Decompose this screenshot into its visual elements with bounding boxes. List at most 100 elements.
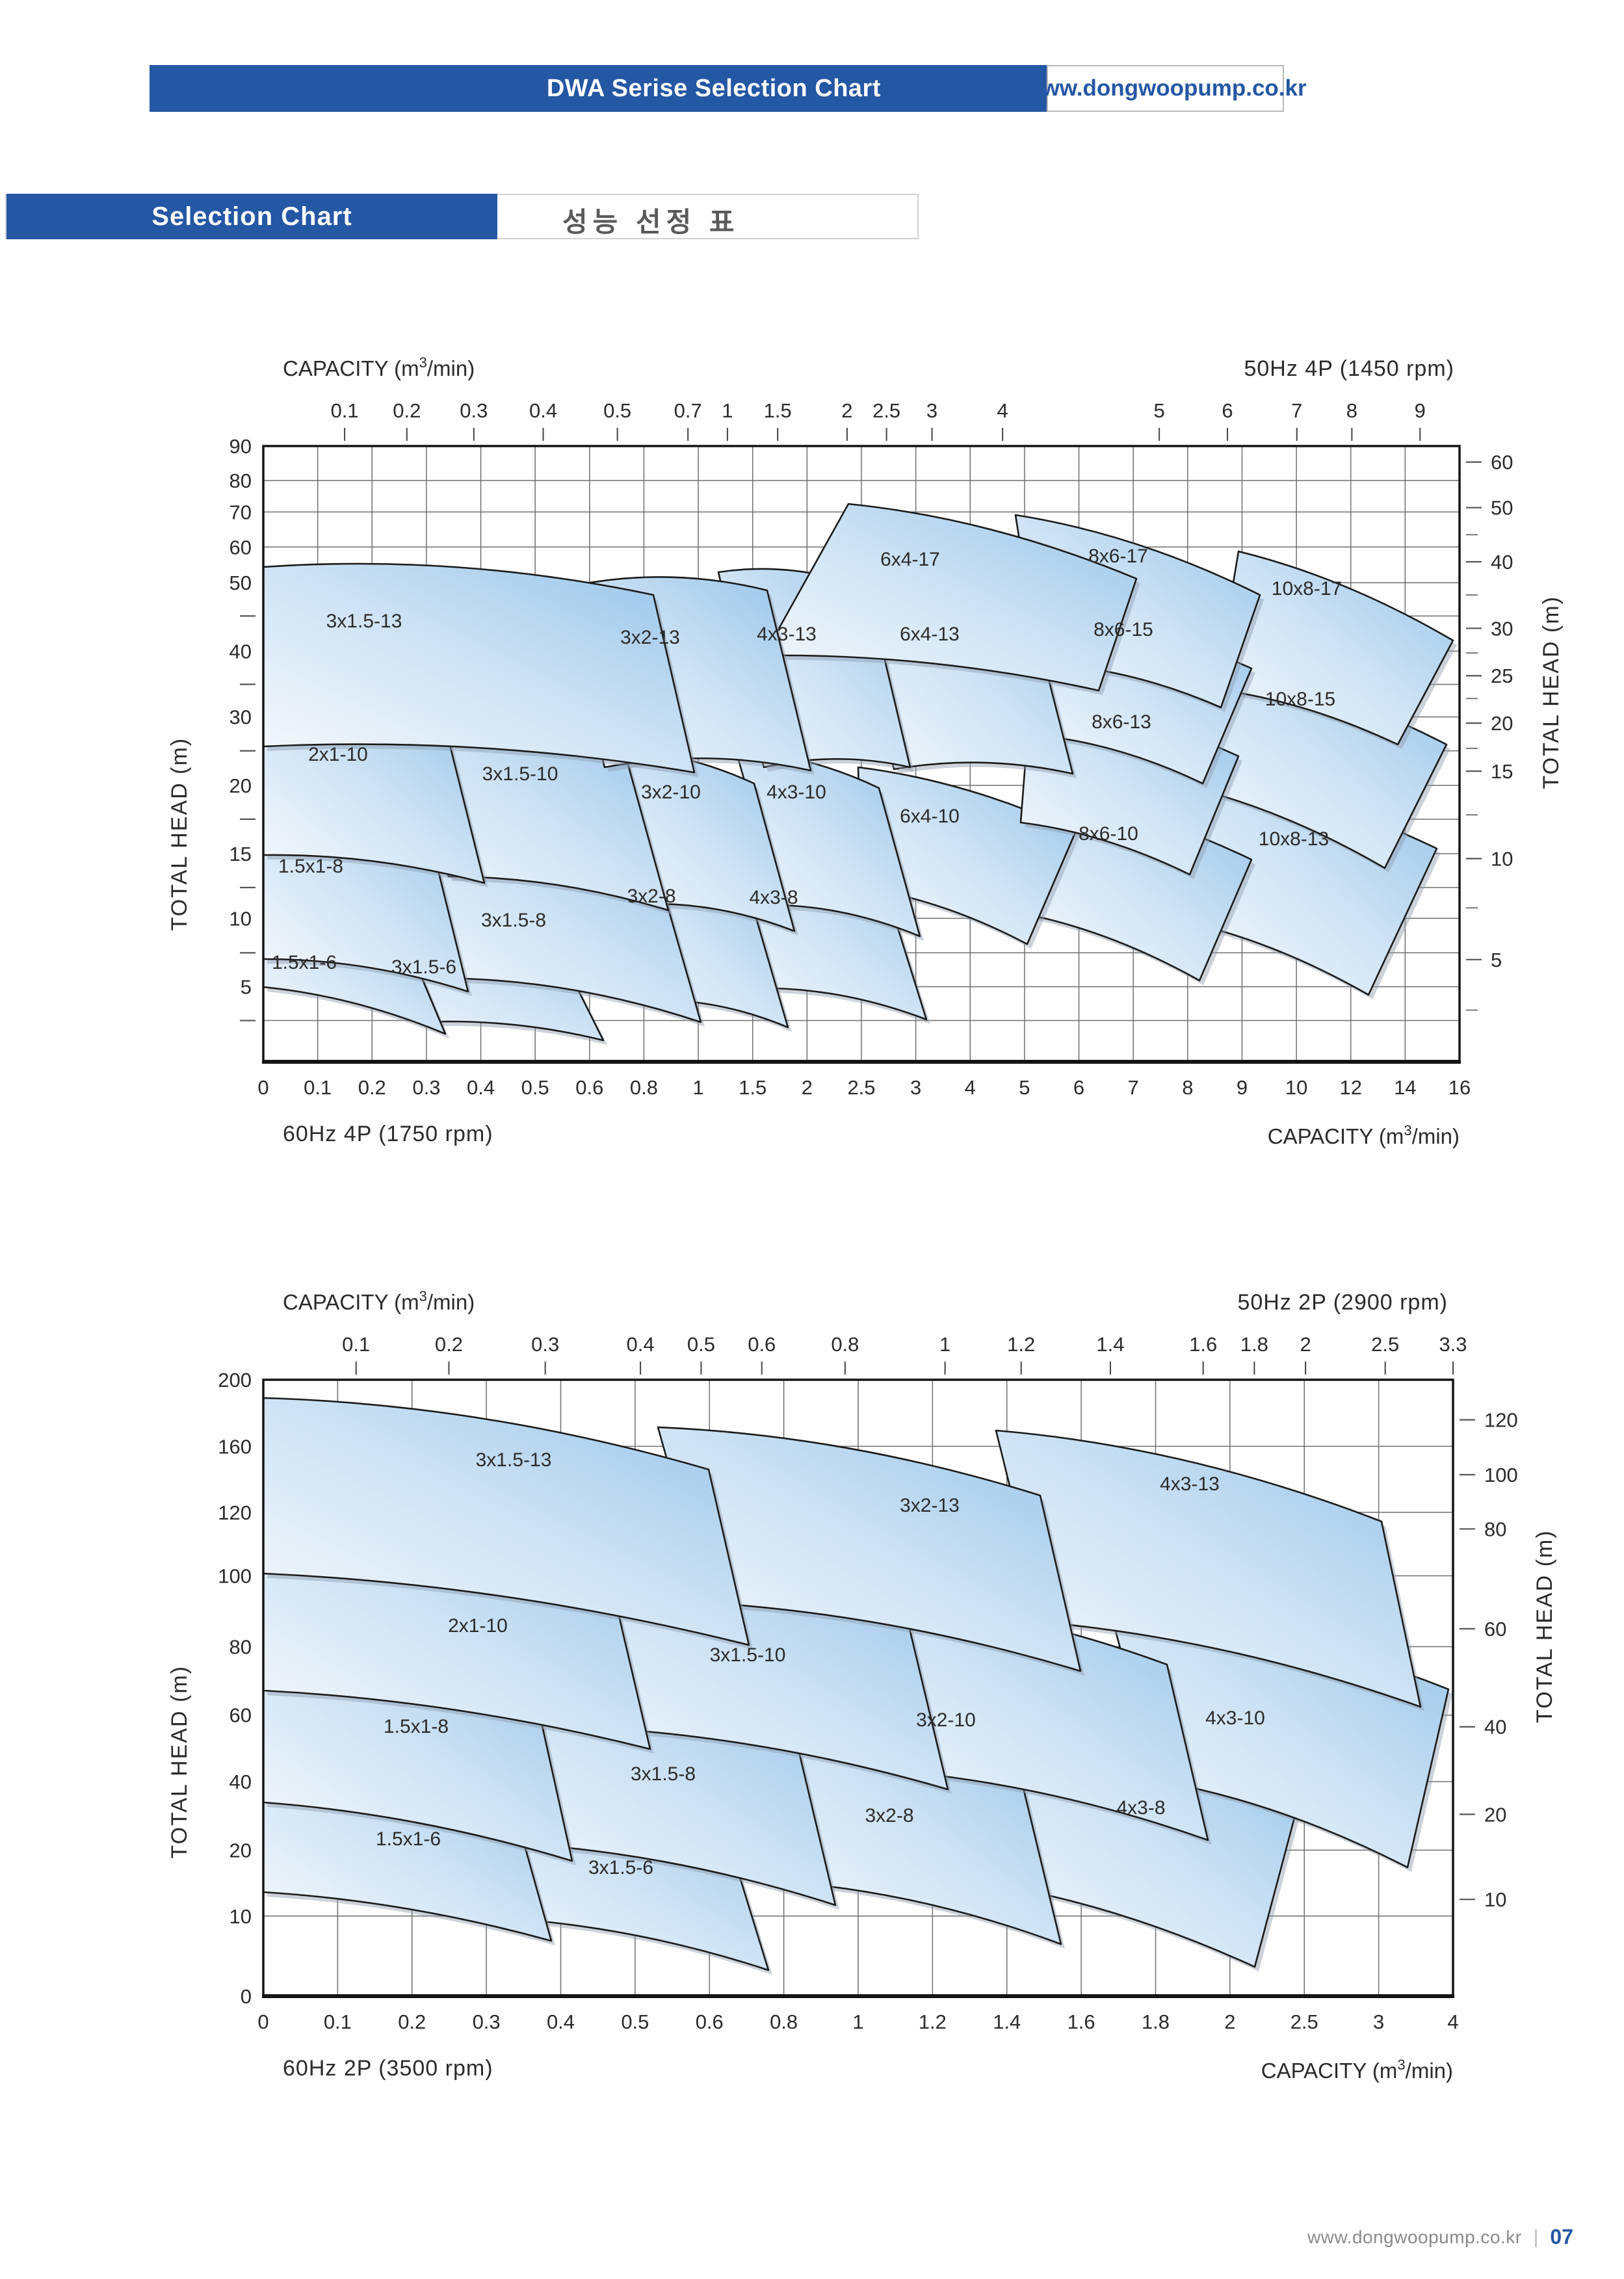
bottom-axis-tick: 1.2 <box>919 2010 947 2033</box>
pump-region-label: 4x3-10 <box>1205 1707 1265 1729</box>
pump-region-label: 4x3-8 <box>749 887 798 908</box>
top-axis-tick: 0.1 <box>331 399 359 422</box>
pump-region-label: 3x1.5-13 <box>476 1449 552 1471</box>
pump-region-label: 3x2-8 <box>865 1805 913 1826</box>
top-axis-tick: 1.5 <box>764 399 792 422</box>
right-axis-tick: 60 <box>1491 451 1513 474</box>
pump-region-label: 3x1.5-8 <box>631 1763 696 1785</box>
left-axis-tick: 200 <box>218 1369 252 1391</box>
left-axis-tick: 60 <box>229 536 252 559</box>
right-axis-tick: 25 <box>1491 665 1513 687</box>
left-axis-tick: 80 <box>229 469 252 492</box>
bottom-axis-tick: 0 <box>257 2010 268 2033</box>
bottom-axis-tick: 9 <box>1237 1076 1248 1099</box>
right-axis-title: TOTAL HEAD (m) <box>1539 596 1564 789</box>
top-axis-tick: 5 <box>1154 399 1165 422</box>
bottom-axis-tick: 14 <box>1394 1076 1416 1099</box>
bottom-axis-tick: 0.2 <box>398 2010 426 2033</box>
top-axis-tick: 0.3 <box>531 1333 559 1356</box>
top-axis-tick: 0.4 <box>529 399 557 422</box>
top-axis-tick: 3.3 <box>1439 1333 1467 1356</box>
pump-region-label: 3x1.5-8 <box>481 910 546 931</box>
capacity-title-bottom: CAPACITY (m3/min) <box>1268 1122 1460 1148</box>
bottom-axis-tick: 10 <box>1285 1076 1307 1099</box>
pump-region-4x3-13 <box>995 1429 1422 1708</box>
bottom-axis-tick: 0.6 <box>696 2010 724 2033</box>
capacity-title-top: CAPACITY (m3/min) <box>283 354 475 380</box>
bottom-axis-tick: 3 <box>910 1076 921 1099</box>
left-axis-tick: 70 <box>229 501 252 523</box>
bottom-axis-tick: 2 <box>1224 2010 1235 2033</box>
top-axis-tick: 4 <box>997 399 1008 422</box>
top-axis-tick: 7 <box>1291 399 1302 422</box>
section-title: Selection Chart <box>151 202 352 231</box>
left-axis-tick: 80 <box>229 1635 252 1658</box>
footer-page-number: 07 <box>1550 2225 1573 2248</box>
right-axis-tick: 40 <box>1491 551 1513 573</box>
bottom-axis-tick: 0.3 <box>473 2010 501 2033</box>
top-axis-tick: 0.3 <box>460 399 488 422</box>
left-axis-title: TOTAL HEAD (m) <box>167 737 192 931</box>
pump-region-label: 8x6-17 <box>1088 546 1148 567</box>
pump-region-label: 8x6-13 <box>1092 711 1151 733</box>
footer: www.dongwoopump.co.kr | 07 <box>1307 2225 1573 2249</box>
top-axis-tick: 0.2 <box>435 1333 463 1356</box>
bottom-axis-tick: 2.5 <box>1290 2010 1318 2033</box>
top-axis-tick: 0.5 <box>603 399 631 422</box>
top-axis-tick: 1.8 <box>1240 1333 1268 1356</box>
left-axis-tick: 120 <box>218 1501 252 1524</box>
bottom-axis-tick: 0.8 <box>770 2010 798 2033</box>
top-axis-tick: 9 <box>1415 399 1426 422</box>
pump-region-label: 4x3-8 <box>1116 1797 1165 1819</box>
footer-divider: | <box>1533 2226 1539 2248</box>
pump-region-3x2-13 <box>657 1426 1082 1672</box>
top-axis-tick: 0.2 <box>393 399 421 422</box>
left-axis-tick: 20 <box>229 774 252 797</box>
section-title-korean: 성능 선정 표 <box>562 207 740 237</box>
header-website-box: www.dongwoopump.co.kr <box>1024 65 1307 112</box>
top-axis-tick: 1.6 <box>1189 1333 1217 1356</box>
left-axis-tick: 15 <box>229 843 252 865</box>
top-axis-tick: 0.8 <box>831 1333 859 1356</box>
bottom-axis-tick: 1 <box>692 1076 703 1099</box>
pump-region-label: 3x2-13 <box>900 1495 960 1516</box>
bottom-axis-tick: 0.1 <box>304 1076 332 1099</box>
right-axis-tick: 15 <box>1491 760 1513 783</box>
regions-layer: 10x8-13 8x6-10 4x3-8 10x8-15 6x4-10 3x2-8 3x1.… <box>263 503 1457 1045</box>
top-axis-tick: 1 <box>722 399 733 422</box>
left-axis-tick: 160 <box>218 1435 252 1458</box>
bottom-axis-tick: 1.4 <box>993 2010 1021 2033</box>
left-axis-tick: 10 <box>229 907 252 930</box>
pump-region-label: 6x4-13 <box>900 624 960 645</box>
capacity-title-top: CAPACITY (m3/min) <box>283 1288 475 1314</box>
right-axis-tick: 10 <box>1491 847 1513 870</box>
section-title-box: Selection Chart <box>7 194 497 239</box>
bottom-axis-tick: 0 <box>257 1076 268 1099</box>
pump-region-label: 8x6-10 <box>1079 823 1138 845</box>
pump-region-label: 4x3-13 <box>757 624 817 645</box>
top-axis-tick: 2.5 <box>872 399 900 422</box>
bottom-axis-tick: 1 <box>852 2010 863 2033</box>
bottom-axis-tick: 0.5 <box>621 2010 649 2033</box>
pump-region-label: 3x1.5-10 <box>710 1644 786 1666</box>
top-axis-tick: 8 <box>1346 399 1357 422</box>
top-axis-tick: 6 <box>1222 399 1233 422</box>
pump-region-label: 1.5x1-8 <box>278 856 343 877</box>
left-axis-tick: 0 <box>241 1985 252 2008</box>
bottom-axis-tick: 16 <box>1448 1076 1471 1099</box>
bottom-axis-tick: 1.5 <box>739 1076 766 1099</box>
bottom-axis-tick: 4 <box>1447 2010 1458 2033</box>
freq-label-bottom: 60Hz 2P (3500 rpm) <box>283 2056 493 2081</box>
pump-region-label: 2x1-10 <box>308 744 368 765</box>
bottom-axis-tick: 0.1 <box>324 2010 352 2033</box>
right-axis-tick: 5 <box>1491 949 1502 971</box>
bottom-axis-tick: 2 <box>802 1076 813 1099</box>
right-axis-tick: 40 <box>1484 1716 1506 1739</box>
pump-region-label: 4x3-13 <box>1160 1473 1220 1495</box>
regions-layer: 4x3-8 4x3-10 3x2-8 3x1.5-6 3x2-10 3x1.5-8 1.5x… <box>263 1397 1452 1975</box>
pump-region-3x1.5-13 <box>263 1397 750 1646</box>
top-axis-tick: 2 <box>1300 1333 1311 1356</box>
bottom-axis-tick: 6 <box>1073 1076 1084 1099</box>
bottom-axis-tick: 12 <box>1339 1076 1361 1099</box>
